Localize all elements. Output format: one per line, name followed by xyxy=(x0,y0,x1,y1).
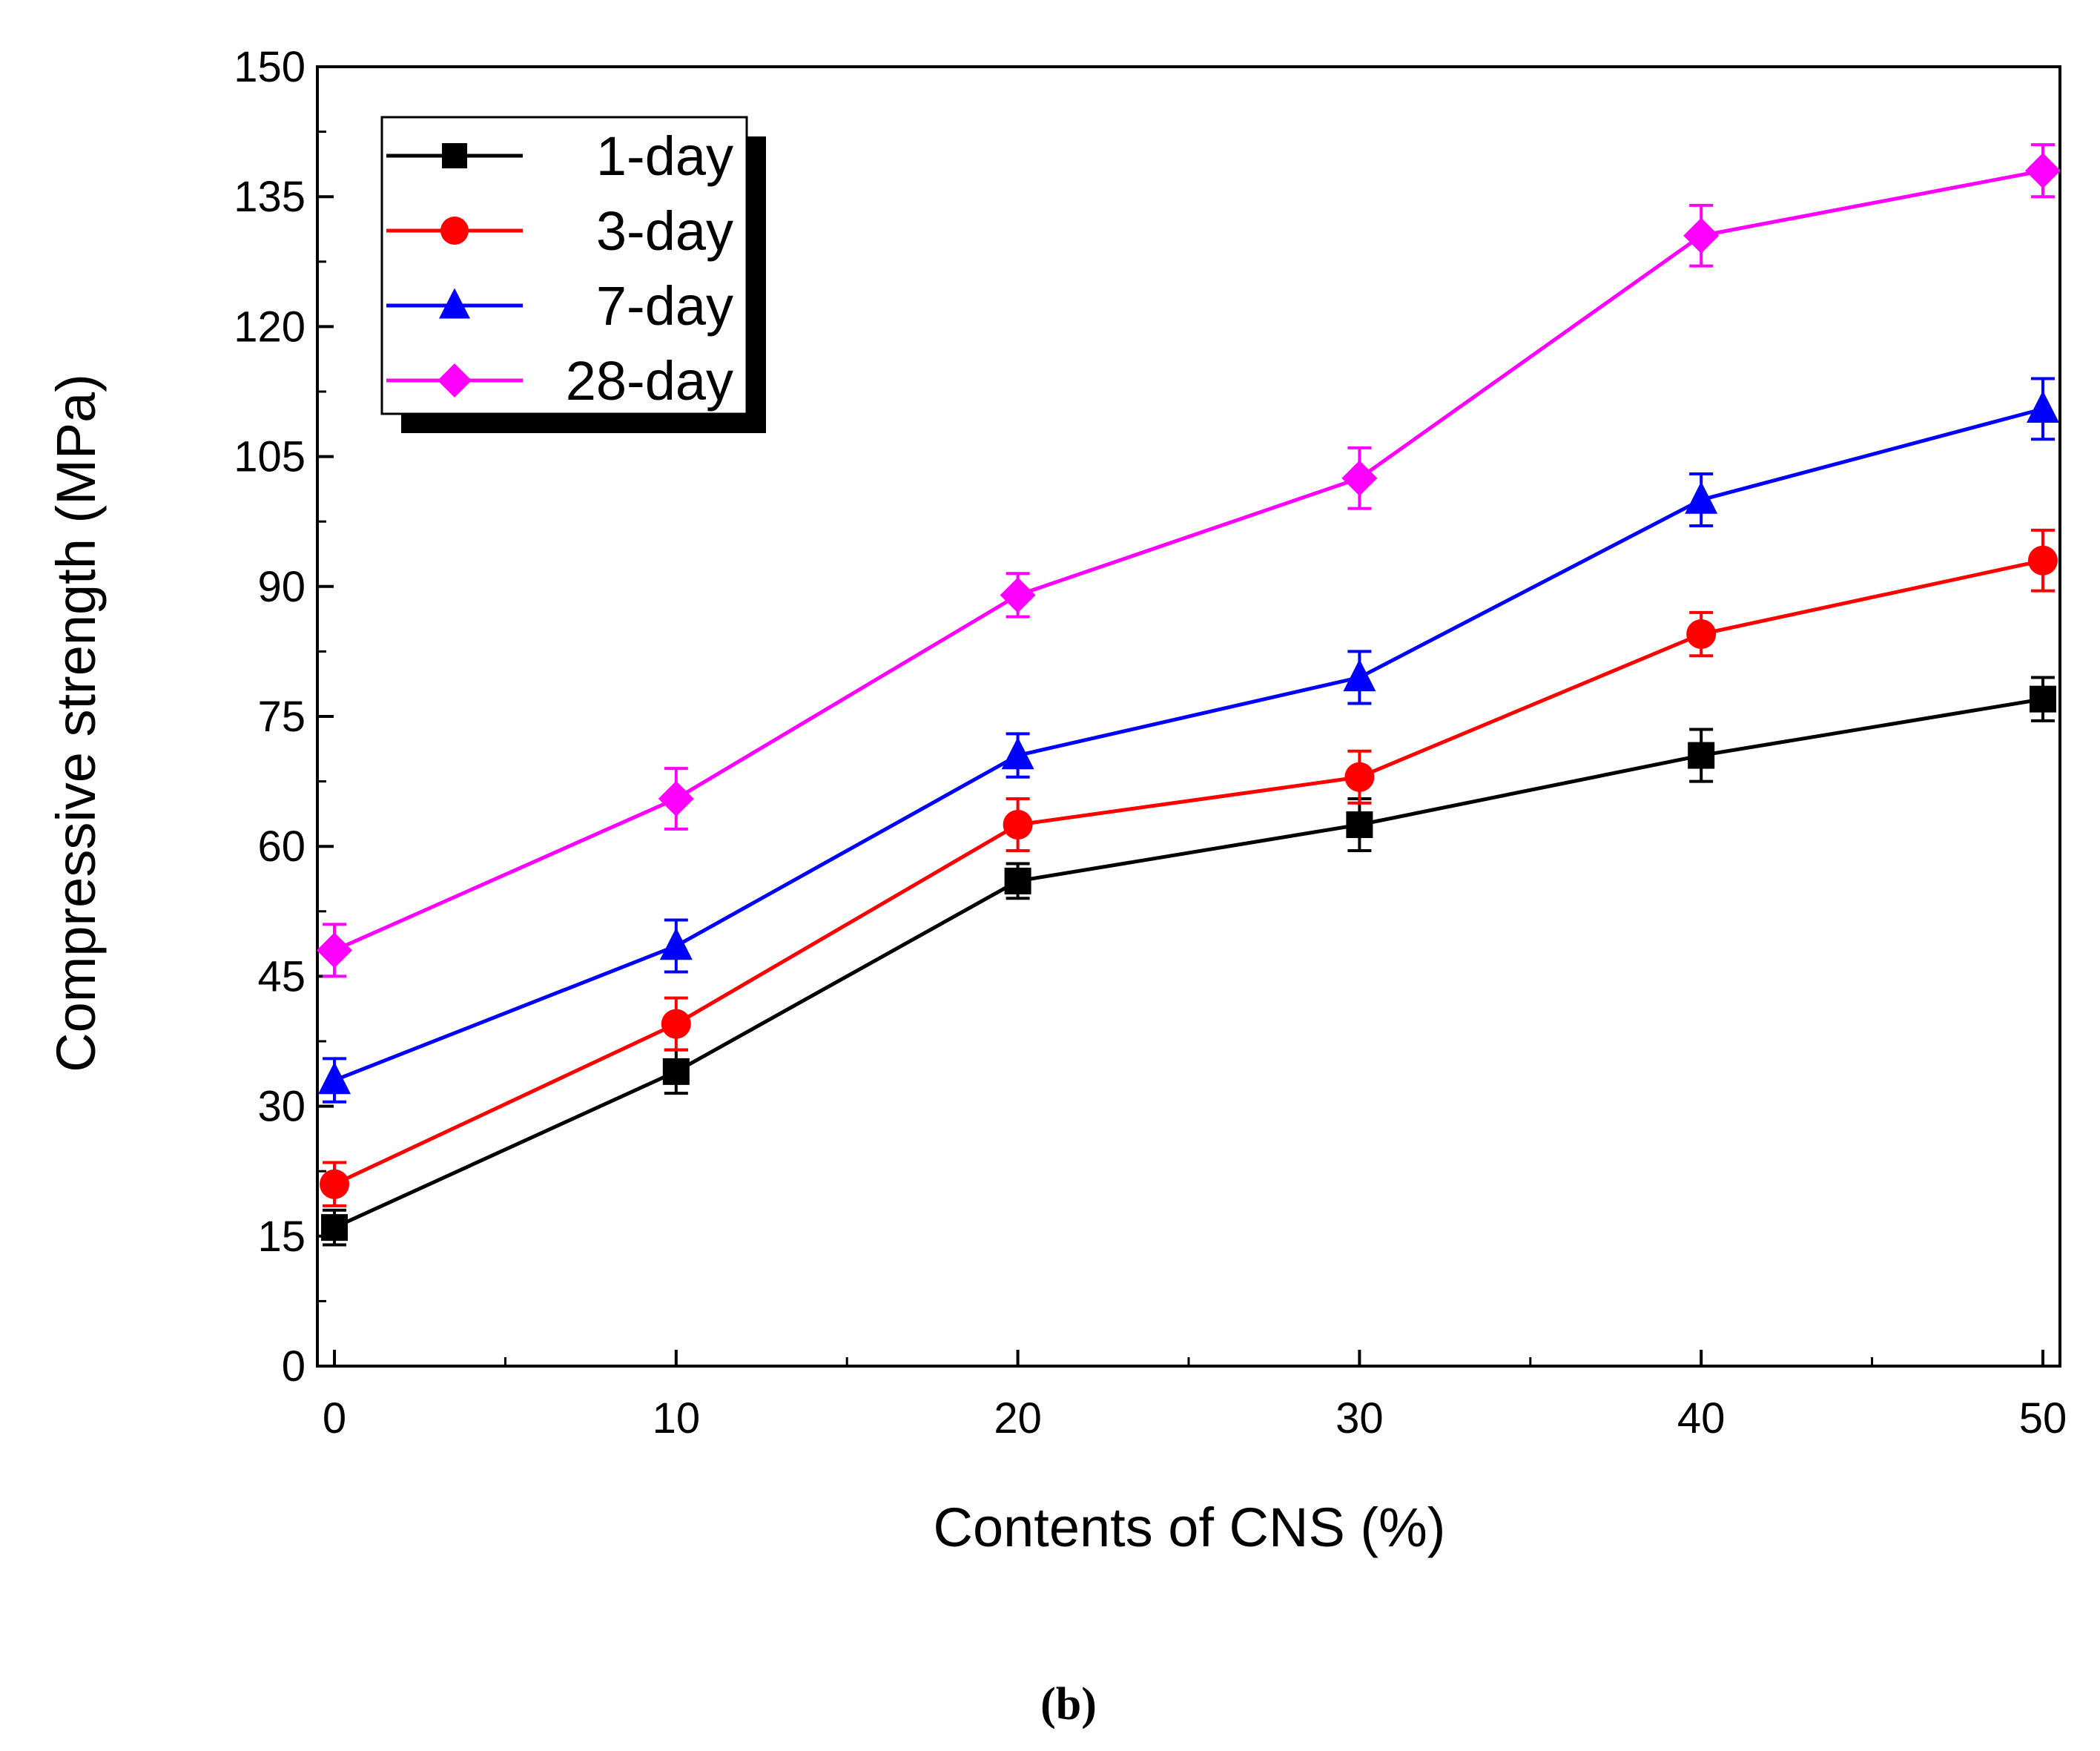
legend-label: 28-day xyxy=(566,350,733,412)
data-point xyxy=(321,1214,349,1241)
series-28-day xyxy=(317,143,2061,978)
legend: 1-day 3-day 7-day 28-day xyxy=(380,116,766,433)
y-tick-label: 60 xyxy=(257,822,306,871)
data-point xyxy=(2024,153,2061,189)
data-point xyxy=(1685,481,1718,514)
y-axis-title: Compressive strength (MPa) xyxy=(45,374,107,1072)
data-point xyxy=(318,1061,351,1095)
series-1-day xyxy=(321,676,2056,1247)
series-line xyxy=(334,168,2044,952)
y-tick-label: 150 xyxy=(234,43,306,91)
y-tick-label: 135 xyxy=(234,173,306,221)
data-point xyxy=(661,1009,691,1039)
data-point xyxy=(1344,762,1375,792)
data-point xyxy=(1688,742,1715,769)
series-line xyxy=(334,697,2044,1230)
series-line xyxy=(333,558,2044,1186)
data-point xyxy=(1000,577,1036,613)
legend-label: 1-day xyxy=(596,125,733,187)
data-point xyxy=(320,1169,350,1199)
data-point xyxy=(659,927,693,960)
data-point xyxy=(2029,685,2056,713)
data-point xyxy=(1004,867,1031,894)
y-tick-label: 75 xyxy=(257,693,306,741)
legend-marker xyxy=(439,288,470,319)
legend-marker xyxy=(440,217,469,245)
data-point xyxy=(317,932,353,969)
legend-label: 3-day xyxy=(596,200,733,262)
y-tick-label: 0 xyxy=(282,1342,306,1391)
data-point xyxy=(1341,460,1378,496)
legend-marker xyxy=(442,143,467,168)
x-axis-title: Contents of CNS (%) xyxy=(934,1497,1446,1558)
axes: 0 15 30 45 60 75 90 105 120 135 150 0 10 20 30 40 50 xyxy=(234,43,2067,1442)
x-tick-label: 40 xyxy=(1677,1394,1726,1442)
data-point xyxy=(2027,545,2058,576)
data-point xyxy=(1686,619,1717,650)
data-point xyxy=(1001,736,1034,770)
x-tick-label: 20 xyxy=(994,1394,1042,1442)
data-point xyxy=(1343,659,1376,692)
x-tick-label: 10 xyxy=(653,1394,701,1442)
data-point xyxy=(1003,810,1033,840)
y-tick-label: 45 xyxy=(257,952,306,1000)
data-point xyxy=(1683,217,1720,254)
figure-caption: (b) xyxy=(1040,1679,1097,1729)
data-point xyxy=(2026,390,2059,423)
x-tick-label: 50 xyxy=(2019,1394,2067,1442)
x-tick-label: 30 xyxy=(1335,1394,1384,1442)
x-tick-label: 0 xyxy=(323,1394,346,1442)
series-layer xyxy=(317,143,2061,1247)
data-point xyxy=(1346,811,1373,838)
data-point xyxy=(658,780,694,817)
y-tick-label: 120 xyxy=(234,303,306,351)
series-line xyxy=(334,406,2044,1082)
y-tick-label: 105 xyxy=(234,433,306,481)
legend-label: 7-day xyxy=(596,275,733,337)
series-7-day xyxy=(318,377,2059,1104)
y-tick-label: 90 xyxy=(257,563,306,611)
y-tick-label: 30 xyxy=(257,1083,306,1131)
legend-marker xyxy=(438,363,472,398)
data-point xyxy=(662,1058,690,1085)
series-3-day xyxy=(320,528,2058,1207)
y-tick-label: 15 xyxy=(257,1213,306,1261)
